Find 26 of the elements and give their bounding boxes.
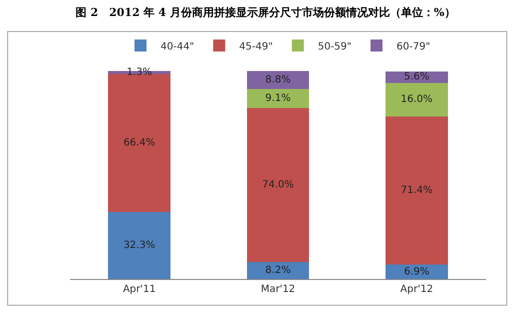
data-label: 9.1% <box>265 93 291 104</box>
data-label: 8.2% <box>265 264 291 276</box>
legend-label: 60-79" <box>396 41 430 52</box>
data-label: 6.9% <box>404 266 430 278</box>
chart-title: 图 2 2012 年 4 月份商用拼接显示屏分尺寸市场份额情况对比（单位：%） <box>76 6 456 19</box>
data-label: 5.6% <box>404 72 430 83</box>
legend-label: 45-49" <box>239 41 273 52</box>
data-label: 16.0% <box>400 94 433 106</box>
data-label: 8.8% <box>265 74 291 86</box>
bar <box>385 83 448 116</box>
data-label: 74.0% <box>262 180 294 191</box>
x-tick-label: Apr'12 <box>400 284 434 295</box>
bar <box>246 89 310 108</box>
data-label: 71.4% <box>400 184 433 196</box>
bar <box>246 262 310 279</box>
data-label: 32.3% <box>123 240 156 251</box>
bar <box>385 116 448 265</box>
legend-label: 50-59" <box>318 41 352 52</box>
legend-label: 40-44" <box>160 41 194 52</box>
x-tick-label: Apr'11 <box>122 284 156 295</box>
data-label: 66.4% <box>123 137 156 148</box>
x-tick-label: Mar'12 <box>260 284 296 295</box>
bar <box>108 74 171 212</box>
bar <box>246 108 310 262</box>
bar <box>108 212 171 279</box>
bar <box>385 264 448 279</box>
